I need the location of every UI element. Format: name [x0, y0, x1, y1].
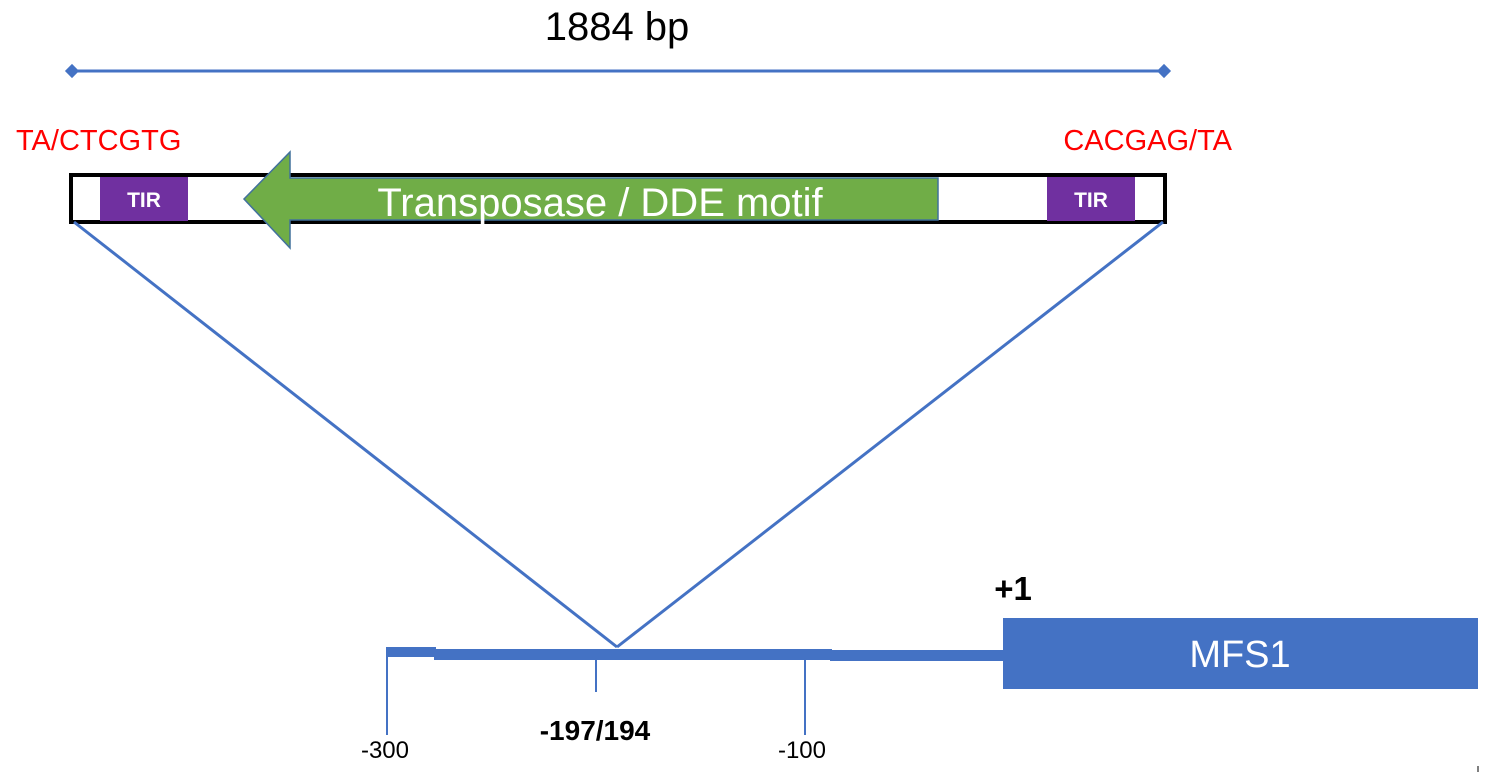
mfs1-gene-label: MFS1	[1189, 634, 1290, 676]
promoter-line-left-segment	[386, 647, 436, 657]
transposase-arrow	[242, 150, 939, 250]
element-length-label: 1884 bp	[545, 5, 690, 49]
right-tir-label: TIR	[1074, 189, 1108, 212]
left-target-site-label: TA/CTCGTG	[16, 125, 181, 157]
left-tir-block	[100, 177, 188, 221]
promoter-line-right-segment	[830, 650, 1004, 661]
right-insertion-line	[616, 220, 1164, 649]
transposase-label: Transposase / DDE motif	[377, 181, 823, 225]
tick-label-minus-300: -300	[361, 737, 409, 764]
length-left-end-diamond	[64, 63, 80, 79]
tick-label-minus-100: -100	[778, 737, 826, 764]
transcription-start-label: +1	[994, 570, 1032, 607]
right-tir-block	[1047, 177, 1135, 221]
left-tir-label: TIR	[127, 189, 161, 212]
right-target-site-label: CACGAG/TA	[1063, 125, 1232, 157]
mfs1-gene-block	[1003, 618, 1478, 689]
tick-label-insertion-site: -197/194	[540, 715, 651, 746]
left-insertion-line	[73, 220, 618, 649]
length-right-end-diamond	[1156, 63, 1172, 79]
promoter-line-middle-segment	[434, 649, 832, 660]
